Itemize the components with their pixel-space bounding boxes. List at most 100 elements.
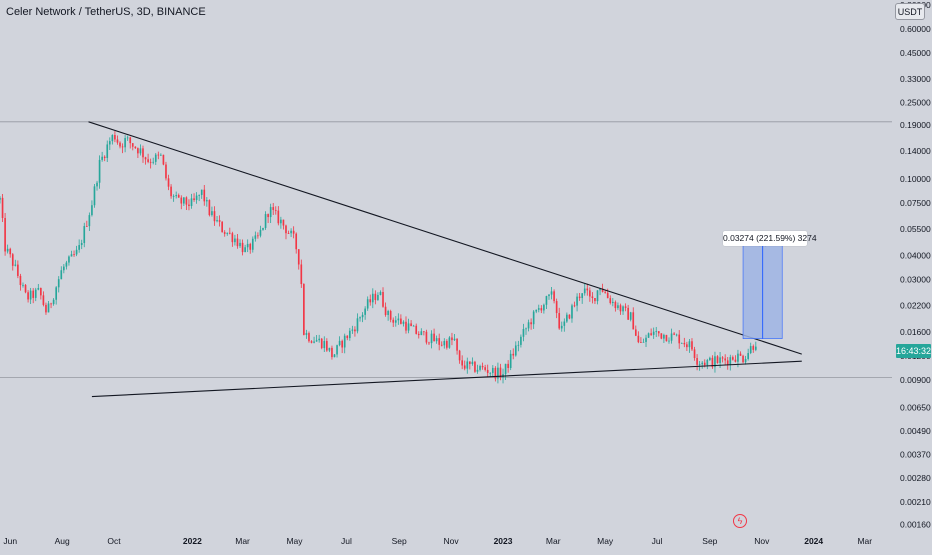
candle-up [466,361,469,369]
candle-down [637,335,640,343]
candle-down [369,299,372,303]
candle-down [650,333,652,335]
candle-down [27,292,29,300]
candle-down [249,243,252,250]
time-axis[interactable]: Jun Aug Oct 2022 Mar May Jul Sep Nov 2023 Mar May Ju… [3,536,872,546]
time-tick-label: 2022 [183,536,202,546]
candle-down [285,225,287,234]
candle-up [747,353,749,359]
candle-down [417,333,420,336]
price-tick-label: 0.45000 [900,48,931,58]
candle-up [479,365,481,370]
candle-down [716,356,719,363]
candle-down [732,357,734,360]
candle-up [290,230,292,234]
candle-down [303,284,305,335]
candle-down [45,304,47,313]
candle-down [696,358,698,365]
price-tick-label: 0.25000 [900,97,931,107]
candle-up [420,331,423,336]
candle-up [126,137,129,139]
candle-down [734,359,737,362]
candle-up [387,311,389,315]
price-tick-label: 0.00650 [900,402,931,412]
time-tick-label: Mar [857,536,872,546]
price-tick-label: 0.00490 [900,426,931,436]
candle-up [719,357,721,363]
candle-up [200,189,203,195]
candle-down [142,148,144,158]
candle-up [55,287,58,300]
candle-up [642,341,645,343]
candle-up [259,229,262,236]
candle-down [686,344,688,348]
candle-up [88,215,91,227]
candle-down [410,323,412,327]
candle-down [157,154,160,156]
candle-up [430,333,433,344]
candle-down [456,338,458,351]
candle-down [494,367,497,379]
candle-up [520,336,522,345]
candle-down [331,347,333,358]
candle-up [68,256,70,263]
candle-down [627,307,629,320]
candle-down [341,340,343,348]
candle-down [129,137,132,144]
candle-up [645,337,647,342]
candle-up [366,299,369,309]
lightning-bolt-icon[interactable]: ϟ [733,514,747,528]
candle-up [234,238,236,243]
candle-down [223,232,226,234]
candle-down [665,334,668,342]
candle-down [73,254,75,256]
candle-down [308,333,310,342]
candle-down [11,254,14,266]
candle-down [405,321,407,331]
candle-down [451,337,453,341]
candle-up [80,243,83,246]
candle-down [147,159,149,162]
candle-up [688,341,691,348]
price-tick-label: 0.07500 [900,198,931,208]
candle-down [277,210,280,224]
candle-up [333,354,336,358]
candle-up [175,195,178,197]
candle-up [361,314,364,318]
candle-down [660,333,663,339]
candle-down [144,157,147,160]
candle-up [106,144,109,158]
candle-up [239,242,241,247]
trendline-lower [91,360,802,398]
candle-down [188,204,190,206]
candle-down [162,154,165,165]
candle-up [714,356,716,368]
candle-up [183,197,185,204]
candle-up [364,308,366,315]
candle-down [134,146,137,149]
currency-button[interactable]: USDT [895,3,925,20]
candle-up [504,363,507,375]
candle-up [652,331,655,335]
candle-up [581,293,584,299]
candle-down [446,341,448,348]
candle-down [267,214,269,218]
candle-down [165,164,167,179]
candle-down [320,338,323,349]
candle-up [576,296,578,306]
price-tick-label: 0.03000 [900,275,931,285]
candle-down [683,342,686,345]
candle-down [295,233,298,250]
candle-up [701,362,704,365]
candle-down [384,306,387,315]
candle-up [305,333,308,335]
time-tick-label: Nov [444,536,460,546]
candle-down [114,135,116,140]
candle-down [507,363,509,368]
candle-up [343,335,346,348]
candle-up [497,367,499,379]
candle-up [571,305,573,319]
candle-down [724,358,727,361]
